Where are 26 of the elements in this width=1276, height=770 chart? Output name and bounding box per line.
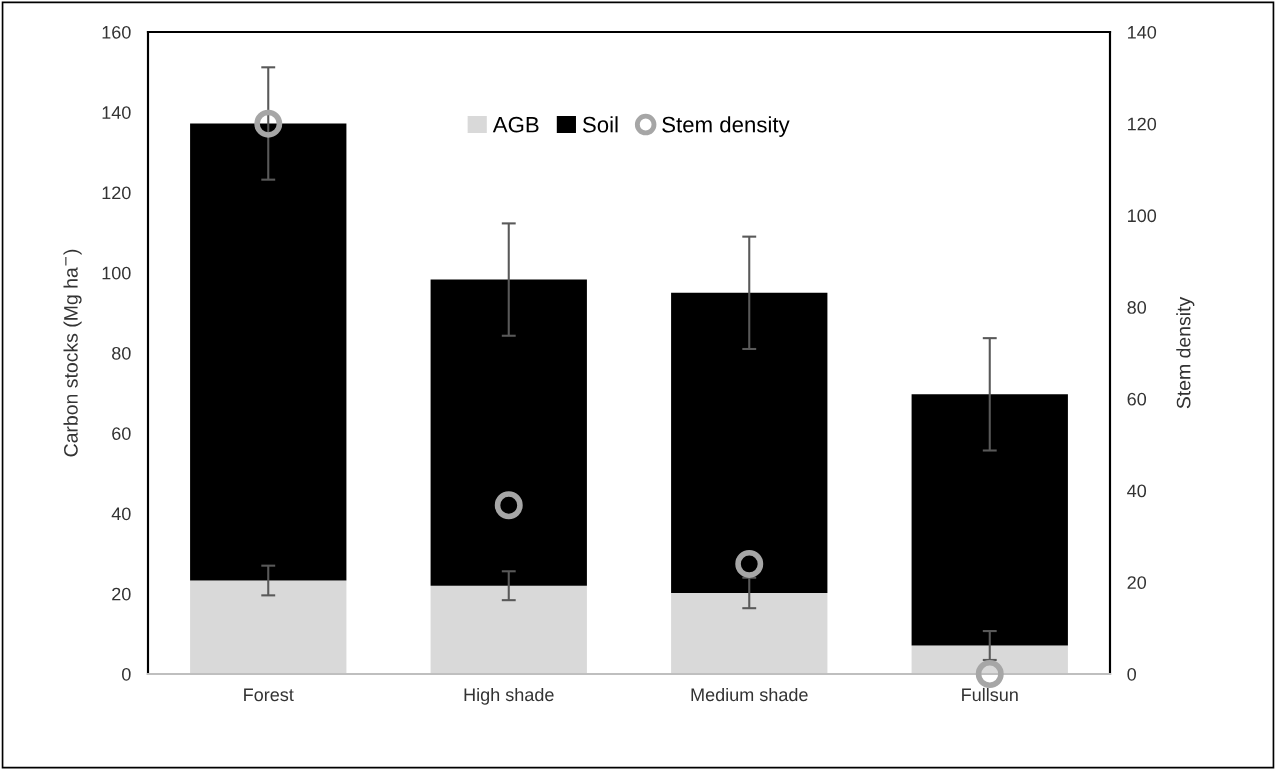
y-tick-label: 0 (122, 667, 131, 681)
y-axis-title: Carbon stocks (Mg ha$^{−}$) (63, 249, 82, 457)
y2-tick-label: 40 (1127, 484, 1147, 498)
y-tick-label: 40 (111, 507, 131, 521)
y2-tick-label: 120 (1128, 117, 1157, 131)
legend-label: AGB (492, 116, 539, 133)
y-tick-label: 160 (102, 25, 131, 39)
y2-axis-title: Stem density (1176, 296, 1195, 409)
y-tick-label: 120 (102, 186, 131, 200)
y2-tick-label: 60 (1127, 392, 1147, 406)
y-tick-label: 60 (112, 427, 131, 440)
x-tick-label: High shade (464, 687, 554, 705)
y2-tick-label: 0 (1127, 667, 1136, 681)
legend-label: Stem density (662, 116, 790, 137)
x-tick-label: Forest (244, 688, 294, 702)
y-tick-label: 100 (102, 266, 131, 280)
y-tick-label: 80 (112, 346, 131, 360)
x-tick-label: Medium shade (691, 687, 808, 702)
y-tick-label: 140 (102, 106, 131, 119)
y-tick-label: 20 (112, 587, 131, 601)
y2-tick-label: 80 (1127, 301, 1147, 314)
x-tick-label: Fullsun (962, 687, 1018, 702)
y2-tick-label: 20 (1127, 576, 1147, 590)
legend-label: Soil (582, 116, 618, 133)
y2-tick-label: 100 (1128, 209, 1157, 223)
y2-tick-label: 140 (1128, 25, 1157, 39)
